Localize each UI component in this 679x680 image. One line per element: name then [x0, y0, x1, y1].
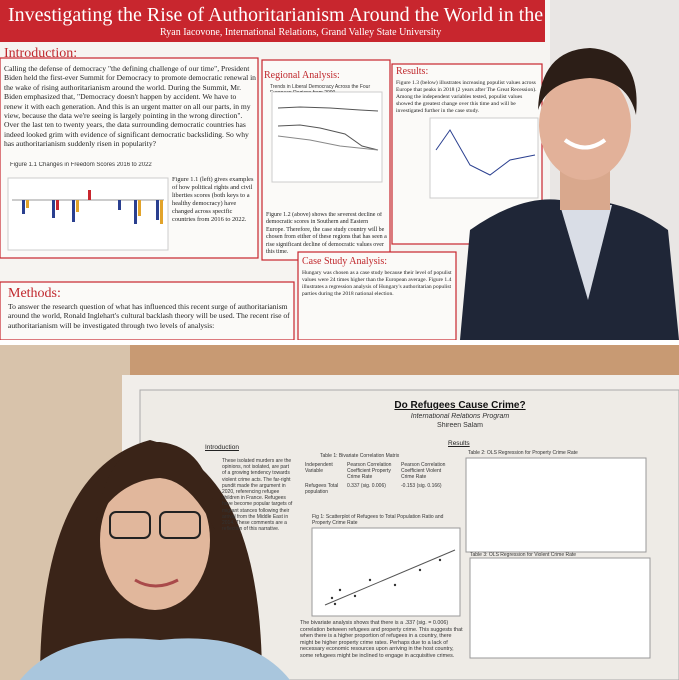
case-text: Hungary was chosen as a case study becau…	[302, 270, 452, 297]
table-cell: Pearson Correlation Coefficient Violent …	[401, 462, 446, 481]
fig1-title: Fig 1: Scatterplot of Refugees to Total …	[312, 514, 444, 527]
student-top	[460, 48, 679, 340]
case-heading: Case Study Analysis:	[302, 256, 388, 267]
student-bottom	[20, 440, 290, 680]
regional-text: Figure 1.2 (above) shows the severest de…	[266, 212, 387, 256]
methods-box	[0, 281, 295, 341]
bottom-title: Do Refugees Cause Crime?	[394, 400, 526, 411]
table-2	[465, 457, 647, 553]
table-cell: Independent Variable	[305, 462, 333, 475]
table1-title: Table 1: Bivariate Correlation Matrix	[320, 453, 400, 459]
bottom-author: Shireen Salam	[437, 422, 483, 429]
bottom-results-heading: Results	[448, 440, 470, 447]
table3-title: Table 3: OLS Regression for Violent Crim…	[470, 552, 577, 558]
top-title: Investigating the Rise of Authoritariani…	[8, 4, 543, 26]
table2-title: Table 2: OLS Regression for Property Cri…	[468, 450, 578, 456]
table-cell: 0.337 (sig. 0.006)	[347, 482, 386, 489]
bar-chart-figure	[7, 177, 169, 251]
methods-heading: Methods:	[8, 286, 61, 301]
table-cell: Refugees Total population	[305, 482, 339, 495]
figure-text: Figure 1.1 (left) gives examples of how …	[172, 176, 254, 223]
bottom-intro-heading: Introduction	[205, 444, 239, 451]
table-3	[469, 557, 651, 659]
regional-chart-title: Trends in Liberal Democracy Across the F…	[270, 84, 371, 92]
bottom-intro-text: These isolated murders are the opinions,…	[222, 458, 293, 533]
table-cell: -0.153 (sig. 0.166)	[401, 482, 442, 489]
title-bar	[0, 0, 545, 42]
intro-text: Calling the defense of democracy "the de…	[4, 64, 256, 149]
intro-heading: Introduction:	[4, 46, 78, 61]
table1: Independent Variable Pearson Correlation…	[305, 462, 450, 512]
table-cell: Pearson Correlation Coefficient Property…	[347, 462, 392, 481]
results-text: Figure 1.3 (below) illustrates increasin…	[396, 80, 537, 114]
bottom-results-text: The bivariate analysis shows that there …	[300, 620, 463, 659]
top-author: Ryan Iacovone, International Relations, …	[160, 27, 442, 38]
line-chart-figure	[271, 91, 383, 183]
figure-caption: Figure 1.1 Changes in Freedom Scores 201…	[10, 162, 152, 168]
scatterplot	[311, 527, 461, 617]
bottom-subtitle: International Relations Program	[410, 413, 510, 420]
results-chart	[429, 117, 539, 199]
divider	[0, 340, 679, 345]
regional-heading: Regional Analysis:	[264, 70, 340, 81]
results-heading: Results:	[396, 66, 429, 77]
case-box	[297, 251, 457, 341]
methods-text: To answer the research question of what …	[8, 302, 290, 330]
